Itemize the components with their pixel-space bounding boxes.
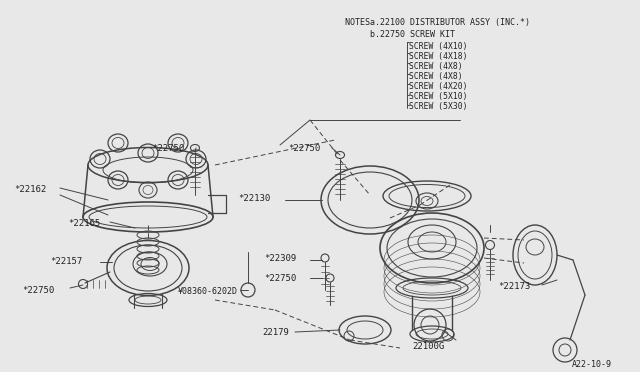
Text: SCREW (4X20): SCREW (4X20)	[409, 82, 467, 91]
Text: 22179: 22179	[262, 328, 289, 337]
Text: *22309: *22309	[264, 254, 296, 263]
Text: ¥08360-6202D: ¥08360-6202D	[178, 287, 238, 296]
Text: NOTESa.22100 DISTRIBUTOR ASSY (INC.*): NOTESa.22100 DISTRIBUTOR ASSY (INC.*)	[345, 18, 530, 27]
Text: SCREW (4X8): SCREW (4X8)	[409, 62, 463, 71]
Text: *22750: *22750	[264, 274, 296, 283]
Text: SCREW (4X8): SCREW (4X8)	[409, 72, 463, 81]
Text: *22750: *22750	[152, 144, 184, 153]
Text: SCREW (5X30): SCREW (5X30)	[409, 102, 467, 111]
Text: SCREW (4X10): SCREW (4X10)	[409, 42, 467, 51]
Text: SCREW (4X18): SCREW (4X18)	[409, 52, 467, 61]
Text: A22-10-9: A22-10-9	[572, 360, 612, 369]
Text: SCREW (5X10): SCREW (5X10)	[409, 92, 467, 101]
Text: 22100G: 22100G	[412, 342, 444, 351]
Text: *22173: *22173	[498, 282, 531, 291]
Text: *22162: *22162	[14, 185, 46, 194]
Text: *22157: *22157	[50, 257, 83, 266]
Text: b.22750 SCREW KIT: b.22750 SCREW KIT	[370, 30, 455, 39]
Text: *22750: *22750	[288, 144, 320, 153]
Text: *22165: *22165	[68, 219, 100, 228]
Text: *22130: *22130	[238, 194, 270, 203]
Text: *22750: *22750	[22, 286, 54, 295]
